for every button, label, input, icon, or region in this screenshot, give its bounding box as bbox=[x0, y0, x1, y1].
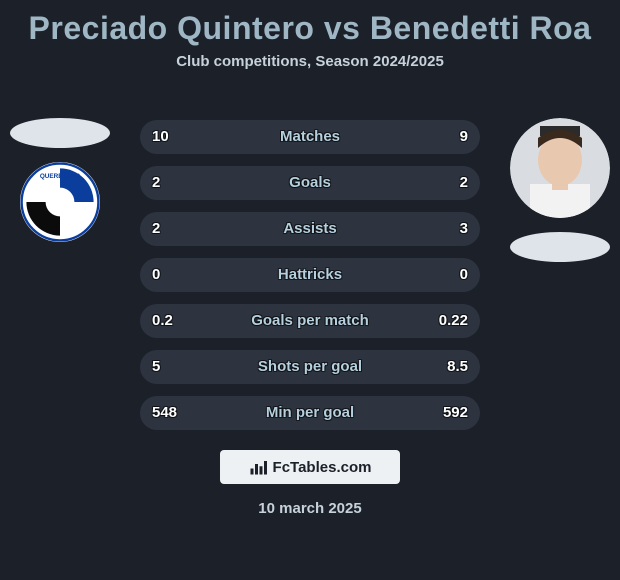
stat-right-value: 592 bbox=[443, 396, 468, 430]
player-left-area: QUERETARO bbox=[10, 118, 110, 242]
brand-text: FcTables.com bbox=[273, 459, 372, 476]
club-badge-text: QUERETARO bbox=[40, 173, 80, 180]
player-right-ellipse bbox=[510, 232, 610, 262]
club-badge-icon: QUERETARO bbox=[20, 162, 100, 242]
subtitle: Club competitions, Season 2024/2025 bbox=[0, 53, 620, 70]
stat-label: Min per goal bbox=[140, 396, 480, 430]
stat-label: Hattricks bbox=[140, 258, 480, 292]
player-left-ellipse bbox=[10, 118, 110, 148]
stat-row: 5Shots per goal8.5 bbox=[140, 350, 480, 384]
chart-bar-icon bbox=[249, 458, 267, 476]
player-right-avatar bbox=[510, 118, 610, 218]
stat-label: Shots per goal bbox=[140, 350, 480, 384]
stat-row: 10Matches9 bbox=[140, 120, 480, 154]
stat-row: 0Hattricks0 bbox=[140, 258, 480, 292]
stats-table: 10Matches92Goals22Assists30Hattricks00.2… bbox=[140, 120, 480, 442]
stat-right-value: 0.22 bbox=[439, 304, 468, 338]
stat-right-value: 3 bbox=[460, 212, 468, 246]
footer-date: 10 march 2025 bbox=[0, 500, 620, 517]
player-right-area bbox=[510, 118, 610, 262]
stat-right-value: 2 bbox=[460, 166, 468, 200]
player-left-club-badge: QUERETARO bbox=[20, 162, 100, 242]
brand-badge[interactable]: FcTables.com bbox=[220, 450, 400, 484]
page-title: Preciado Quintero vs Benedetti Roa bbox=[0, 0, 620, 47]
stat-label: Matches bbox=[140, 120, 480, 154]
avatar-placeholder-icon bbox=[510, 118, 610, 218]
stat-right-value: 9 bbox=[460, 120, 468, 154]
stat-right-value: 8.5 bbox=[447, 350, 468, 384]
stat-label: Goals per match bbox=[140, 304, 480, 338]
stat-row: 548Min per goal592 bbox=[140, 396, 480, 430]
stat-row: 2Assists3 bbox=[140, 212, 480, 246]
stat-right-value: 0 bbox=[460, 258, 468, 292]
stat-label: Assists bbox=[140, 212, 480, 246]
stat-row: 0.2Goals per match0.22 bbox=[140, 304, 480, 338]
stat-label: Goals bbox=[140, 166, 480, 200]
stat-row: 2Goals2 bbox=[140, 166, 480, 200]
